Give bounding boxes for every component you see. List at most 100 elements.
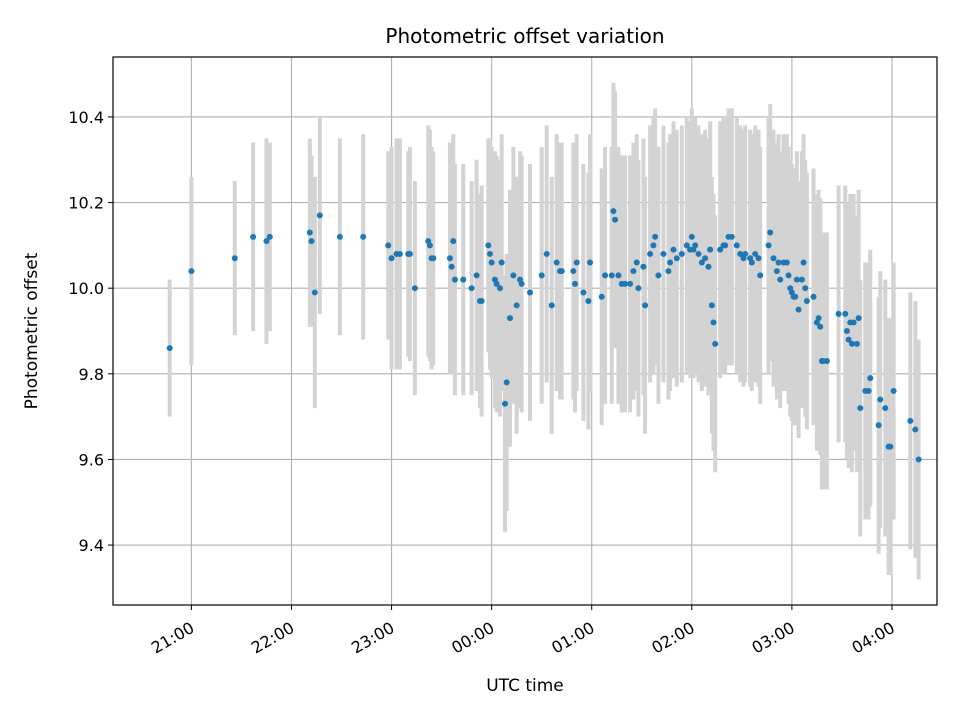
data-point bbox=[498, 259, 505, 266]
data-point bbox=[558, 268, 565, 275]
data-point bbox=[640, 263, 647, 270]
data-point bbox=[506, 315, 513, 322]
data-point bbox=[755, 255, 762, 262]
data-point bbox=[513, 302, 520, 309]
data-point bbox=[336, 233, 343, 240]
data-point bbox=[316, 212, 323, 219]
data-point bbox=[573, 259, 580, 266]
data-point bbox=[510, 272, 517, 279]
data-point bbox=[692, 242, 699, 249]
data-point bbox=[572, 280, 579, 287]
data-point bbox=[835, 310, 842, 317]
data-point bbox=[728, 233, 735, 240]
data-point bbox=[798, 276, 805, 283]
data-point bbox=[650, 242, 657, 249]
data-point bbox=[460, 276, 467, 283]
data-point bbox=[848, 340, 855, 347]
data-point bbox=[817, 323, 824, 330]
chart-title: Photometric offset variation bbox=[385, 24, 664, 48]
data-point bbox=[231, 255, 238, 262]
data-point bbox=[518, 280, 525, 287]
data-point bbox=[311, 289, 318, 296]
data-point bbox=[406, 250, 413, 257]
data-point bbox=[673, 255, 680, 262]
data-point bbox=[853, 340, 860, 347]
data-points bbox=[166, 208, 922, 463]
y-tick-label: 9.8 bbox=[79, 365, 104, 384]
data-point bbox=[426, 242, 433, 249]
data-point bbox=[710, 319, 717, 326]
data-point bbox=[890, 387, 897, 394]
data-point bbox=[695, 250, 702, 257]
data-point bbox=[915, 456, 922, 463]
data-point bbox=[598, 293, 605, 300]
data-point bbox=[608, 272, 615, 279]
y-tick-label: 10.4 bbox=[68, 108, 104, 127]
data-point bbox=[587, 259, 594, 266]
y-axis-label: Photometric offset bbox=[22, 252, 42, 409]
data-point bbox=[501, 400, 508, 407]
data-point bbox=[473, 272, 480, 279]
data-point bbox=[306, 229, 313, 236]
data-point bbox=[627, 280, 634, 287]
data-point bbox=[722, 242, 729, 249]
data-point bbox=[705, 263, 712, 270]
data-point bbox=[612, 216, 619, 223]
data-point bbox=[396, 250, 403, 257]
data-point bbox=[850, 319, 857, 326]
data-point bbox=[698, 259, 705, 266]
y-axis-ticks: 9.4 9.6 9.8 10.0 10.2 10.4 bbox=[68, 108, 113, 555]
data-point bbox=[803, 298, 810, 305]
data-point bbox=[665, 268, 672, 275]
data-point bbox=[707, 246, 714, 253]
data-point bbox=[688, 233, 695, 240]
data-point bbox=[907, 417, 914, 424]
data-point bbox=[770, 255, 777, 262]
data-point bbox=[867, 375, 874, 382]
data-point bbox=[823, 357, 830, 364]
data-point bbox=[767, 229, 774, 236]
data-point bbox=[580, 289, 587, 296]
data-point bbox=[683, 242, 690, 249]
data-point bbox=[842, 310, 849, 317]
data-point bbox=[633, 259, 640, 266]
data-point bbox=[486, 250, 493, 257]
data-point bbox=[912, 426, 919, 433]
data-point bbox=[468, 285, 475, 292]
data-point bbox=[670, 246, 677, 253]
data-point bbox=[865, 387, 872, 394]
data-point bbox=[717, 246, 724, 253]
data-point bbox=[493, 280, 500, 287]
data-point bbox=[385, 242, 392, 249]
data-point bbox=[877, 396, 884, 403]
data-point bbox=[843, 328, 850, 334]
data-point bbox=[765, 242, 772, 249]
data-point bbox=[630, 268, 637, 275]
data-point bbox=[783, 259, 790, 266]
data-point bbox=[388, 255, 395, 262]
data-point bbox=[610, 208, 617, 215]
data-point bbox=[875, 422, 882, 429]
data-point bbox=[188, 268, 195, 275]
data-point bbox=[538, 272, 545, 279]
data-point bbox=[748, 259, 755, 266]
data-point bbox=[815, 315, 822, 322]
data-point bbox=[250, 233, 257, 240]
data-point bbox=[795, 306, 802, 313]
data-point bbox=[802, 285, 809, 292]
data-point bbox=[647, 250, 654, 257]
data-point bbox=[635, 285, 642, 292]
data-point bbox=[800, 259, 807, 266]
data-point bbox=[845, 336, 852, 343]
data-point bbox=[602, 272, 609, 279]
data-point bbox=[548, 302, 555, 309]
data-point bbox=[708, 302, 715, 309]
data-point bbox=[411, 285, 418, 292]
data-point bbox=[757, 272, 764, 279]
data-point bbox=[543, 250, 550, 257]
y-tick-label: 9.6 bbox=[79, 450, 104, 469]
data-point bbox=[702, 255, 709, 262]
data-point bbox=[737, 250, 744, 257]
data-point bbox=[166, 345, 173, 352]
